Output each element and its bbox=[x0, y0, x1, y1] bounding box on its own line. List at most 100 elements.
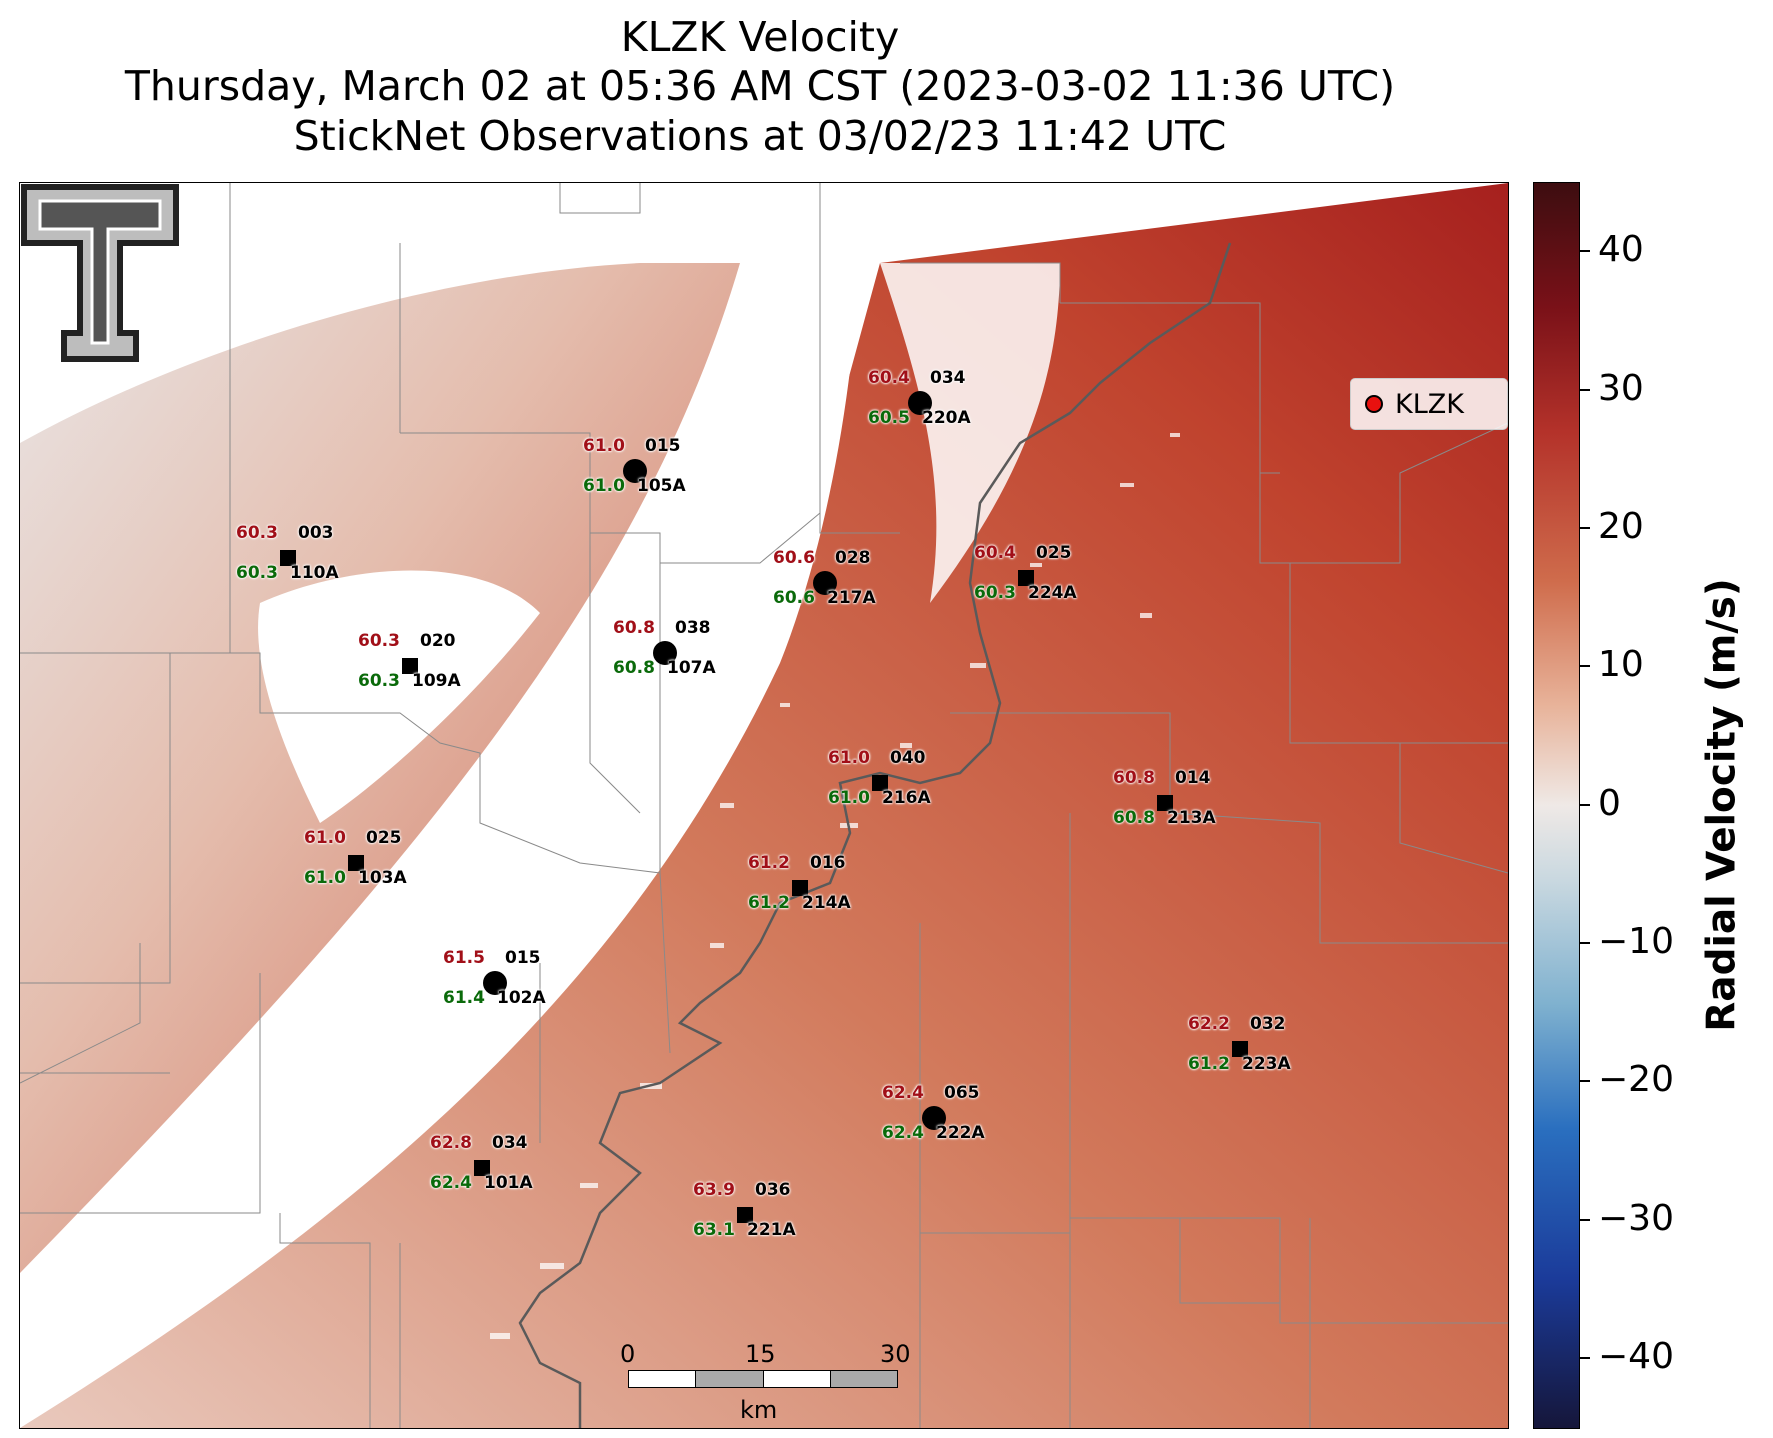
station-marker[interactable] bbox=[348, 855, 364, 871]
station-marker[interactable] bbox=[922, 1106, 946, 1130]
colorbar-tick-label: 0 bbox=[1598, 782, 1621, 824]
station-id: 102A bbox=[497, 988, 546, 1008]
station-dewpoint: 60.8 bbox=[1113, 808, 1155, 828]
title-line-2: Thursday, March 02 at 05:36 AM CST (2023… bbox=[124, 62, 1396, 110]
title-line-1: KLZK Velocity bbox=[620, 13, 900, 61]
station-marker[interactable] bbox=[623, 459, 647, 483]
colorbar-tick bbox=[1580, 1356, 1590, 1359]
station-wind-direction: 020 bbox=[420, 631, 456, 651]
station-temperature: 61.5 bbox=[443, 948, 485, 968]
station-dewpoint: 63.1 bbox=[693, 1220, 735, 1240]
station-dewpoint: 60.8 bbox=[613, 658, 655, 678]
station-dewpoint: 61.0 bbox=[828, 788, 870, 808]
station-wind-direction: 034 bbox=[930, 368, 966, 388]
colorbar-tick-label: 20 bbox=[1598, 505, 1644, 547]
station-marker[interactable] bbox=[908, 391, 932, 415]
station-dewpoint: 60.3 bbox=[236, 563, 278, 583]
station-marker[interactable] bbox=[1018, 570, 1034, 586]
colorbar-tick-label: 10 bbox=[1598, 644, 1644, 686]
station-marker[interactable] bbox=[1232, 1041, 1248, 1057]
station-id: 216A bbox=[882, 788, 931, 808]
colorbar-tick-label: −10 bbox=[1598, 920, 1674, 962]
station-marker[interactable] bbox=[280, 550, 296, 566]
station-dewpoint: 62.4 bbox=[882, 1123, 924, 1143]
station-marker[interactable] bbox=[737, 1207, 753, 1223]
radar-map[interactable]: 60.4 034 60.5 220A 61.0 015 61.0 105A 60.3 003 60.… bbox=[19, 182, 1509, 1429]
station-marker[interactable] bbox=[402, 658, 418, 674]
station-id: 101A bbox=[484, 1173, 533, 1193]
station-wind-direction: 032 bbox=[1250, 1014, 1286, 1034]
station-marker[interactable] bbox=[483, 971, 507, 995]
speckle-gap-west bbox=[258, 570, 540, 823]
station-temperature: 61.0 bbox=[304, 828, 346, 848]
station-marker[interactable] bbox=[792, 880, 808, 896]
colorbar-tick bbox=[1580, 250, 1590, 253]
station-temperature: 60.6 bbox=[773, 548, 815, 568]
scale-label-15: 15 bbox=[745, 1340, 776, 1368]
station-wind-direction: 015 bbox=[645, 436, 681, 456]
colorbar-tick bbox=[1580, 1218, 1590, 1221]
colorbar-tick bbox=[1580, 803, 1590, 806]
station-id: 220A bbox=[922, 408, 971, 428]
station-temperature: 60.3 bbox=[358, 631, 400, 651]
station-wind-direction: 028 bbox=[835, 548, 871, 568]
station-temperature: 61.2 bbox=[748, 853, 790, 873]
colorbar-tick-label: −20 bbox=[1598, 1059, 1674, 1101]
scale-label-30: 30 bbox=[880, 1340, 911, 1368]
station-id: 224A bbox=[1028, 583, 1077, 603]
legend: KLZK bbox=[1350, 378, 1508, 430]
station-wind-direction: 065 bbox=[944, 1083, 980, 1103]
station-temperature: 62.8 bbox=[430, 1133, 472, 1153]
station-wind-direction: 003 bbox=[298, 523, 334, 543]
station-id: 223A bbox=[1242, 1054, 1291, 1074]
colorbar bbox=[1533, 182, 1580, 1429]
station-dewpoint: 61.0 bbox=[304, 868, 346, 888]
colorbar-tick bbox=[1580, 665, 1590, 668]
station-wind-direction: 040 bbox=[890, 748, 926, 768]
legend-label: KLZK bbox=[1395, 389, 1464, 420]
station-id: 214A bbox=[802, 893, 851, 913]
station-marker[interactable] bbox=[1157, 795, 1173, 811]
colorbar-tick-label: 40 bbox=[1598, 229, 1644, 271]
title-line-3: StickNet Observations at 03/02/23 11:42 … bbox=[293, 112, 1227, 160]
colorbar-tick bbox=[1580, 1080, 1590, 1083]
speckle-gap-north bbox=[880, 263, 1060, 603]
colorbar-tick-label: 30 bbox=[1598, 367, 1644, 409]
colorbar-tick bbox=[1580, 388, 1590, 391]
station-temperature: 61.0 bbox=[583, 436, 625, 456]
station-temperature: 61.0 bbox=[828, 748, 870, 768]
station-id: 107A bbox=[667, 658, 716, 678]
station-temperature: 63.9 bbox=[693, 1180, 735, 1200]
station-wind-direction: 025 bbox=[366, 828, 402, 848]
station-marker[interactable] bbox=[474, 1160, 490, 1176]
station-temperature: 60.4 bbox=[868, 368, 910, 388]
station-wind-direction: 016 bbox=[810, 853, 846, 873]
station-wind-direction: 038 bbox=[675, 618, 711, 638]
radar-site-marker-icon bbox=[1365, 395, 1383, 413]
colorbar-tick-label: −40 bbox=[1598, 1335, 1674, 1377]
station-id: 222A bbox=[936, 1123, 985, 1143]
station-id: 103A bbox=[358, 868, 407, 888]
station-dewpoint: 61.4 bbox=[443, 988, 485, 1008]
colorbar-title: Radial Velocity (m/s) bbox=[1699, 578, 1745, 1032]
station-dewpoint: 61.0 bbox=[583, 476, 625, 496]
station-marker[interactable] bbox=[813, 571, 837, 595]
station-id: 110A bbox=[290, 563, 339, 583]
station-temperature: 62.4 bbox=[882, 1083, 924, 1103]
station-id: 221A bbox=[747, 1220, 796, 1240]
station-marker[interactable] bbox=[872, 775, 888, 791]
station-dewpoint: 62.4 bbox=[430, 1173, 472, 1193]
station-temperature: 60.3 bbox=[236, 523, 278, 543]
station-dewpoint: 60.3 bbox=[358, 671, 400, 691]
station-wind-direction: 034 bbox=[492, 1133, 528, 1153]
station-temperature: 60.8 bbox=[1113, 768, 1155, 788]
station-temperature: 60.8 bbox=[613, 618, 655, 638]
station-id: 105A bbox=[637, 476, 686, 496]
station-wind-direction: 014 bbox=[1175, 768, 1211, 788]
scale-label-0: 0 bbox=[620, 1340, 636, 1368]
station-marker[interactable] bbox=[653, 641, 677, 665]
station-id: 109A bbox=[412, 671, 461, 691]
station-temperature: 60.4 bbox=[974, 543, 1016, 563]
station-wind-direction: 015 bbox=[505, 948, 541, 968]
station-id: 213A bbox=[1167, 808, 1216, 828]
